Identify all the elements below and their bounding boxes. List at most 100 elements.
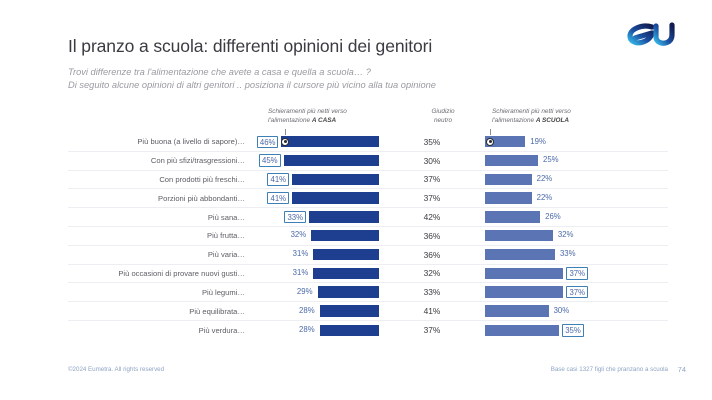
column-header-a-casa-line1: Schieramenti più netti verso bbox=[268, 108, 347, 115]
table-row[interactable]: Più buona (a livello di sapore)… 46% 35% 19… bbox=[68, 128, 668, 152]
value-label-a-casa: 31% bbox=[292, 249, 309, 259]
footer-copyright: ©2024 Eumetra. All rights reserved bbox=[68, 366, 165, 373]
bar-zone-a-scuola: 33% bbox=[485, 245, 660, 264]
row-label: Più legumi… bbox=[201, 287, 245, 297]
bar-zone-a-casa: 41% bbox=[254, 189, 379, 208]
value-label-neutro: 37% bbox=[423, 174, 441, 185]
column-header-a-casa-strong: A CASA bbox=[311, 116, 337, 124]
bar-a-casa[interactable] bbox=[317, 286, 379, 298]
subtitle-line-1: Trovi differenze tra l'alimentazione che… bbox=[68, 67, 371, 77]
row-label: Con prodotti più freschi… bbox=[159, 174, 245, 184]
page-title: Il pranzo a scuola: differenti opinioni … bbox=[68, 36, 433, 56]
value-label-neutro: 37% bbox=[423, 193, 441, 204]
value-label-a-casa: 28% bbox=[299, 324, 315, 334]
bar-zone-a-casa: 32% bbox=[254, 226, 379, 245]
table-row[interactable]: Con prodotti più freschi… 41% 37% 22% bbox=[68, 171, 668, 190]
row-label: Più occasioni di provare nuovi gusti… bbox=[118, 268, 245, 278]
bar-zone-a-scuola: 25% bbox=[485, 151, 660, 170]
value-label-a-scuola: 33% bbox=[559, 249, 576, 259]
cursor-marker-a-scuola[interactable] bbox=[486, 137, 494, 146]
column-header-neutro-line2: neutro bbox=[433, 116, 453, 124]
bar-a-scuola[interactable] bbox=[485, 230, 553, 242]
table-row[interactable]: Più varia… 31% 36% 33% bbox=[68, 246, 668, 265]
bar-a-casa[interactable] bbox=[281, 136, 379, 148]
bar-a-casa[interactable] bbox=[319, 305, 379, 317]
table-row[interactable]: Più sana… 33% 42% 26% bbox=[68, 208, 668, 227]
bar-a-scuola[interactable] bbox=[485, 173, 532, 186]
subtitle-line-2: Di seguito alcune opinioni di altri geni… bbox=[68, 79, 436, 90]
table-row[interactable]: Più legumi… 29% 33% 37% bbox=[68, 283, 668, 303]
column-header-a-casa-line2: l'alimentazione A CASA bbox=[268, 117, 347, 126]
cursor-stem-a-casa bbox=[284, 128, 286, 135]
value-label-neutro: 32% bbox=[423, 268, 441, 279]
column-header-a-casa-prefix: l'alimentazione bbox=[268, 116, 312, 124]
bar-zone-a-casa: 46% bbox=[254, 128, 379, 152]
bar-zone-a-scuola: 22% bbox=[485, 170, 660, 189]
bar-zone-a-scuola: 22% bbox=[485, 189, 660, 208]
column-header-neutro-line1: Giudizio bbox=[431, 108, 455, 115]
bar-zone-a-casa: 28% bbox=[254, 321, 379, 340]
bar-zone-a-casa: 29% bbox=[254, 283, 379, 302]
bar-a-scuola[interactable] bbox=[485, 267, 564, 280]
value-label-neutro: 36% bbox=[423, 230, 441, 241]
bar-a-casa[interactable] bbox=[283, 154, 379, 167]
value-label-neutro: 42% bbox=[423, 212, 441, 223]
value-label-neutro: 30% bbox=[423, 155, 441, 166]
column-header-a-scuola-strong: A SCUOLA bbox=[535, 116, 569, 124]
table-row[interactable]: Più verdura… 28% 37% 35% bbox=[68, 321, 668, 340]
value-label-a-casa-highlighted: 46% bbox=[256, 135, 279, 149]
bar-a-casa[interactable] bbox=[292, 192, 379, 204]
bar-zone-a-casa: 45% bbox=[254, 151, 379, 170]
value-label-a-casa: 32% bbox=[290, 230, 307, 240]
value-label-a-scuola: 30% bbox=[553, 305, 570, 315]
bar-a-scuola[interactable] bbox=[485, 154, 538, 167]
value-label-a-scuola: 22% bbox=[536, 174, 553, 184]
table-row[interactable]: Più equilibrata… 28% 41% 30% bbox=[68, 302, 668, 321]
table-row[interactable]: Più frutta… 32% 36% 32% bbox=[68, 227, 668, 246]
table-row[interactable]: Con più sfizi/trasgressioni… 45% 30% 25% bbox=[68, 152, 668, 171]
bar-zone-a-scuola: 19% bbox=[485, 128, 660, 152]
bar-a-scuola[interactable] bbox=[485, 324, 560, 336]
row-label: Porzioni più abbondanti… bbox=[158, 193, 245, 203]
table-row[interactable]: Più occasioni di provare nuovi gusti… 31%… bbox=[68, 265, 668, 284]
bar-a-casa[interactable] bbox=[309, 211, 379, 223]
column-header-a-casa: Schieramenti più netti verso l'alimentaz… bbox=[268, 108, 347, 125]
bar-zone-a-scuola: 30% bbox=[485, 302, 660, 321]
bar-zone-a-scuola: 37% bbox=[485, 264, 660, 283]
column-header-a-scuola-prefix: l'alimentazione bbox=[492, 116, 536, 124]
bar-zone-a-scuola: 32% bbox=[485, 226, 660, 245]
bar-a-casa[interactable] bbox=[311, 230, 379, 242]
bar-zone-a-scuola: 35% bbox=[485, 321, 660, 340]
bar-a-scuola[interactable] bbox=[485, 248, 555, 261]
cursor-marker-a-casa[interactable] bbox=[281, 137, 290, 146]
bar-a-casa[interactable] bbox=[313, 267, 379, 280]
bar-a-scuola[interactable] bbox=[485, 286, 564, 298]
bar-a-scuola[interactable] bbox=[485, 192, 532, 204]
value-label-neutro: 41% bbox=[423, 306, 441, 317]
bar-a-casa[interactable] bbox=[319, 324, 379, 336]
table-row[interactable]: Porzioni più abbondanti… 41% 37% 22% bbox=[68, 189, 668, 209]
bar-a-scuola[interactable] bbox=[485, 305, 549, 317]
bar-a-scuola[interactable] bbox=[485, 136, 526, 148]
eumetra-logo bbox=[622, 18, 684, 50]
value-label-a-scuola: 22% bbox=[536, 192, 553, 202]
column-header-a-scuola-line1: Schieramenti più netti verso bbox=[492, 108, 571, 115]
bar-a-casa[interactable] bbox=[292, 173, 379, 186]
bar-zone-a-casa: 28% bbox=[254, 302, 379, 321]
bar-zone-a-casa: 31% bbox=[254, 264, 379, 283]
footer-base-note: Base casi 1327 figli che pranzano a scuo… bbox=[550, 366, 668, 373]
value-label-a-casa-highlighted: 41% bbox=[267, 191, 290, 205]
value-label-a-casa: 31% bbox=[292, 268, 309, 278]
bar-zone-a-scuola: 37% bbox=[485, 283, 660, 302]
bar-a-casa[interactable] bbox=[313, 248, 379, 261]
column-header-neutro: Giudizio neutro bbox=[408, 108, 478, 125]
column-header-a-scuola: Schieramenti più netti verso l'alimentaz… bbox=[492, 108, 571, 125]
value-label-neutro: 37% bbox=[423, 325, 441, 336]
row-label: Più equilibrata… bbox=[189, 306, 245, 316]
row-label: Più buona (a livello di sapore)… bbox=[137, 137, 245, 147]
value-label-a-scuola: 26% bbox=[545, 211, 561, 221]
value-label-a-casa-highlighted: 41% bbox=[267, 173, 290, 186]
cursor-stem-a-scuola bbox=[489, 128, 491, 135]
value-label-neutro: 33% bbox=[423, 287, 441, 298]
bar-a-scuola[interactable] bbox=[485, 211, 541, 223]
